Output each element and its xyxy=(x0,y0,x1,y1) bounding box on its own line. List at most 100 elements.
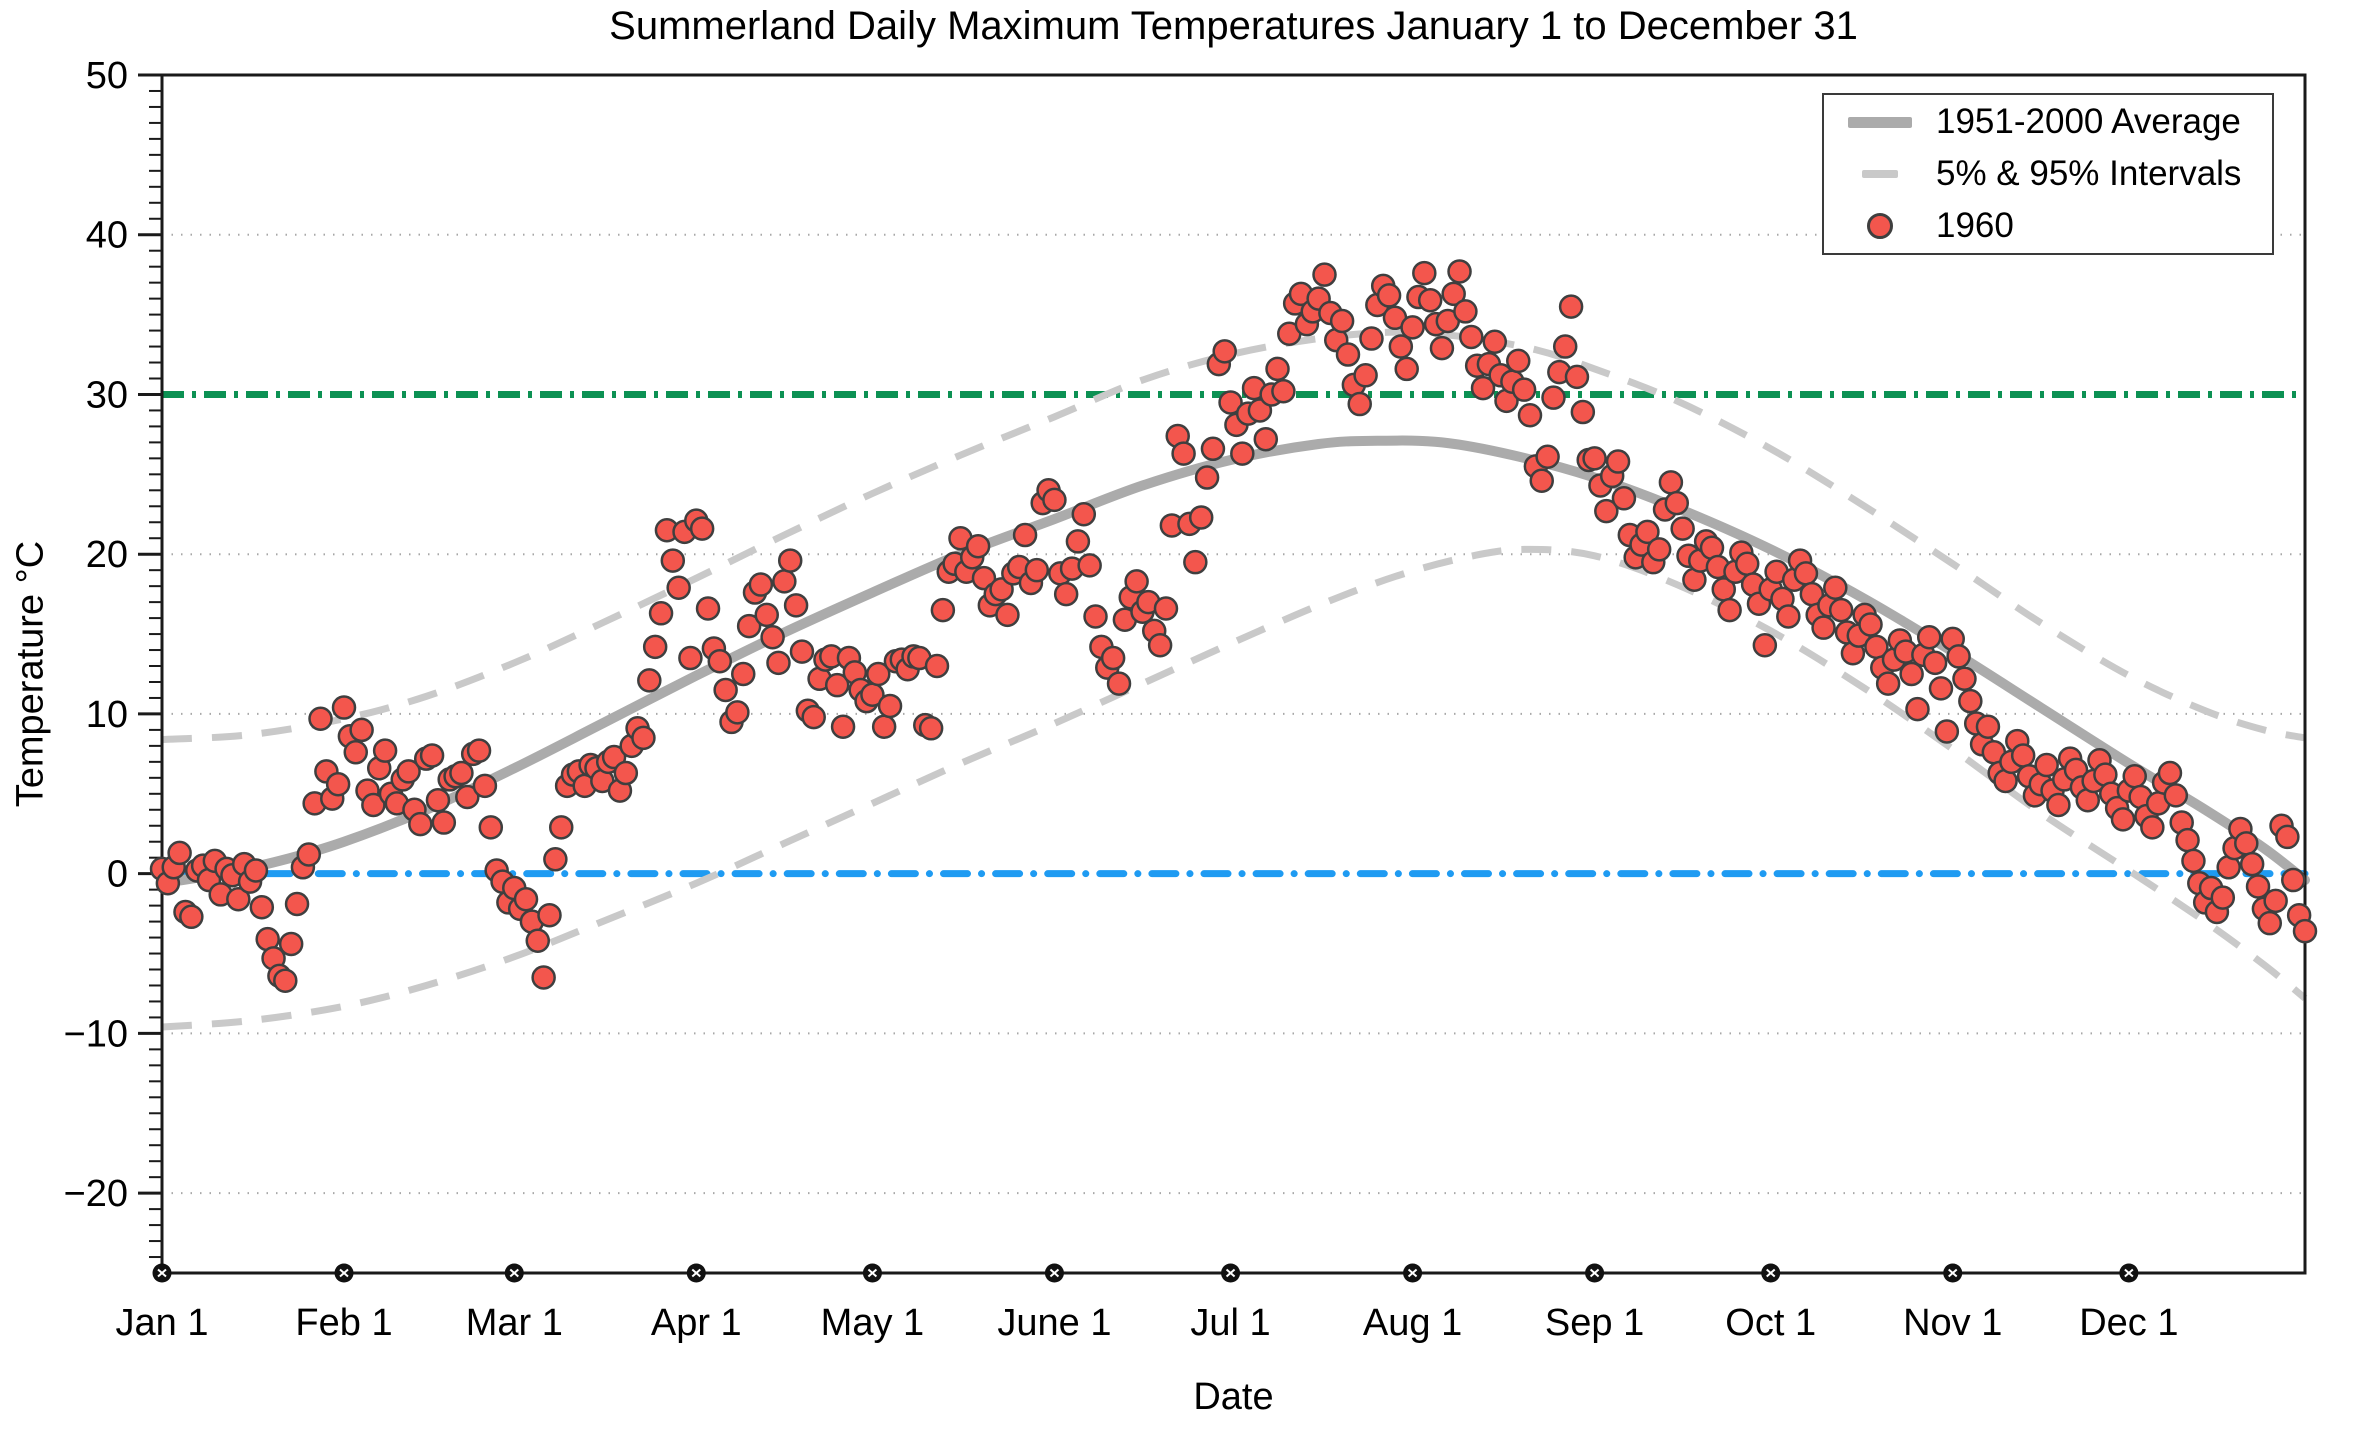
scatter-point-1960 xyxy=(2110,807,2136,832)
scatter-point-1960 xyxy=(766,650,791,676)
scatter-point-1960 xyxy=(1353,363,1378,388)
scatter-point-1960 xyxy=(824,672,850,698)
scatter-point-1960 xyxy=(642,634,668,660)
scatter-point-1960 xyxy=(1335,342,1361,367)
scatter-point-1960 xyxy=(1376,283,1402,308)
scatter-point-1960 xyxy=(772,569,797,594)
scatter-point-1960 xyxy=(754,602,779,628)
scatter-point-1960 xyxy=(2157,760,2183,786)
scatter-point-1960 xyxy=(777,548,803,573)
scatter-point-1960 xyxy=(1752,632,1778,658)
scatter-point-1960 xyxy=(1934,719,1960,744)
month-dot-detail xyxy=(2124,1268,2134,1278)
scatter-point-1960 xyxy=(179,904,204,930)
scatter-point-1960 xyxy=(1570,399,1596,425)
scatter-point-1960 xyxy=(472,773,498,799)
scatter-point-1960 xyxy=(1429,335,1455,361)
scatter-point-1960 xyxy=(1312,262,1337,287)
x-tick-label-june-1: June 1 xyxy=(997,1302,1111,1344)
scatter-point-1960 xyxy=(1658,470,1684,495)
month-dot-detail xyxy=(867,1268,878,1278)
scatter-point-1960 xyxy=(830,714,856,739)
scatter-point-1960 xyxy=(871,714,897,739)
scatter-point-1960 xyxy=(2234,831,2259,856)
scatter-point-1960 xyxy=(1793,561,1819,586)
scatter-point-1960 xyxy=(1453,299,1478,324)
scatter-point-1960 xyxy=(1065,529,1091,554)
scatter-point-1960 xyxy=(431,810,457,835)
scatter-point-1960 xyxy=(1506,348,1531,374)
scatter-point-1960 xyxy=(1071,502,1097,527)
scatter-point-1960 xyxy=(1271,379,1296,404)
scatter-point-1960 xyxy=(648,601,674,626)
red-marker-swatch xyxy=(1867,213,1893,239)
scatter-point-1960 xyxy=(1952,666,1977,692)
x-tick-label-may-1: May 1 xyxy=(821,1302,924,1344)
scatter-point-1960 xyxy=(1024,557,1050,583)
scatter-point-1960 xyxy=(866,661,891,687)
scatter-point-1960 xyxy=(660,548,686,573)
chart-title: Summerland Daily Maximum Temperatures Ja… xyxy=(609,4,1858,48)
y-tick-label-0: 0 xyxy=(107,854,128,896)
scatter-point-1960 xyxy=(1147,632,1173,658)
scatter-point-1960 xyxy=(1053,581,1079,607)
scatter-point-1960 xyxy=(525,928,551,954)
scatter-point-1960 xyxy=(1417,287,1443,313)
scatter-point-1960 xyxy=(613,760,639,786)
scatter-point-1960 xyxy=(278,931,304,957)
scatter-point-1960 xyxy=(1905,696,1930,722)
scatter-point-1960 xyxy=(2163,783,2189,808)
scatter-point-1960 xyxy=(1183,549,1208,575)
legend-box: 1951-2000 Average 5% & 95% Intervals 196… xyxy=(1822,93,2274,255)
scatter-point-1960 xyxy=(2122,763,2147,789)
scatter-point-1960 xyxy=(531,965,556,990)
scatter-point-1960 xyxy=(1564,364,1590,390)
scatter-point-1960 xyxy=(1958,688,1983,714)
scatter-point-1960 xyxy=(1400,315,1425,340)
scatter-point-1960 xyxy=(2034,752,2059,778)
scatter-point-1960 xyxy=(2046,792,2071,818)
scatter-point-1960 xyxy=(877,693,903,719)
scatter-point-1960 xyxy=(1459,324,1484,350)
scatter-point-1960 xyxy=(331,695,357,720)
scatter-point-1960 xyxy=(783,593,809,618)
scatter-point-1960 xyxy=(2263,888,2288,914)
y-tick-label-50: 50 xyxy=(86,55,128,97)
legend-label-average: 1951-2000 Average xyxy=(1936,102,2241,141)
scatter-point-1960 xyxy=(1535,444,1560,470)
scatter-point-1960 xyxy=(725,700,750,725)
legend-label-1960: 1960 xyxy=(1936,206,2014,245)
scatter-point-1960 xyxy=(513,886,539,912)
scatter-point-1960 xyxy=(1529,468,1554,493)
scatter-point-1960 xyxy=(1447,259,1472,284)
scatter-point-1960 xyxy=(284,891,310,917)
scatter-point-1960 xyxy=(1083,604,1108,629)
x-tick-label-aug-1: Aug 1 xyxy=(1363,1302,1462,1344)
scatter-point-1960 xyxy=(930,597,956,623)
scatter-point-1960 xyxy=(1858,612,1883,637)
scatter-point-1960 xyxy=(2175,827,2200,853)
scatter-point-1960 xyxy=(273,968,298,993)
scatter-point-1960 xyxy=(1635,519,1660,545)
scatter-point-1960 xyxy=(2181,848,2206,874)
scatter-point-1960 xyxy=(1922,650,1948,676)
scatter-point-1960 xyxy=(801,704,826,730)
scatter-point-1960 xyxy=(695,596,721,621)
scatter-point-1960 xyxy=(1218,390,1243,415)
scatter-point-1960 xyxy=(1441,281,1466,307)
month-dot-detail xyxy=(691,1268,701,1278)
scatter-point-1960 xyxy=(1670,516,1695,541)
scatter-point-1960 xyxy=(1605,449,1631,474)
month-dot-detail xyxy=(1049,1268,1060,1278)
scatter-point-1960 xyxy=(1975,714,2001,739)
scatter-point-1960 xyxy=(1664,490,1690,516)
scatter-point-1960 xyxy=(1470,375,1496,401)
month-dot-detail xyxy=(1766,1268,1776,1278)
scatter-point-1960 xyxy=(343,740,369,765)
scatter-point-1960 xyxy=(736,613,762,639)
scatter-point-1960 xyxy=(1811,615,1836,640)
scatter-point-1960 xyxy=(419,743,445,768)
scatter-point-1960 xyxy=(1077,553,1102,578)
scatter-point-1960 xyxy=(1347,391,1372,417)
